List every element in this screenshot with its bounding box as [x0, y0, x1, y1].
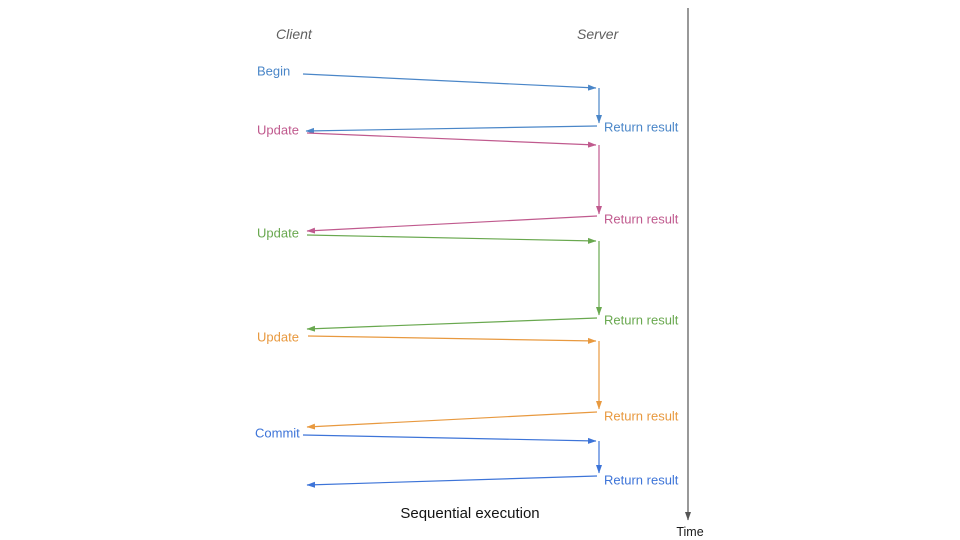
commit-label: Commit [255, 426, 300, 441]
begin-return-label: Return result [604, 120, 679, 135]
commit-return-arrow [306, 475, 598, 488]
begin-return-arrow [305, 125, 598, 134]
commit-return-label: Return result [604, 473, 679, 488]
diagram-title: Sequential execution [400, 505, 540, 522]
commit-call-arrow [302, 434, 597, 444]
update-2-return-arrow [306, 317, 598, 332]
update-1-label: Update [257, 123, 299, 138]
update-2-call-arrow [306, 234, 597, 244]
update-2-label: Update [257, 226, 299, 241]
update-1-call-arrow [306, 132, 597, 148]
update-3-return-arrow [306, 411, 598, 430]
begin-label: Begin [257, 64, 290, 79]
begin-call-arrow [302, 73, 597, 91]
update-3-call-arrow [307, 335, 597, 344]
update-1-return-arrow [306, 215, 598, 234]
update-2-return-label: Return result [604, 313, 679, 328]
update-1-return-label: Return result [604, 212, 679, 227]
server-lane-header: Server [577, 26, 619, 42]
update-3-return-label: Return result [604, 409, 679, 424]
client-lane-header: Client [276, 26, 312, 42]
time-axis-label: Time [676, 525, 704, 539]
update-3-label: Update [257, 330, 299, 345]
